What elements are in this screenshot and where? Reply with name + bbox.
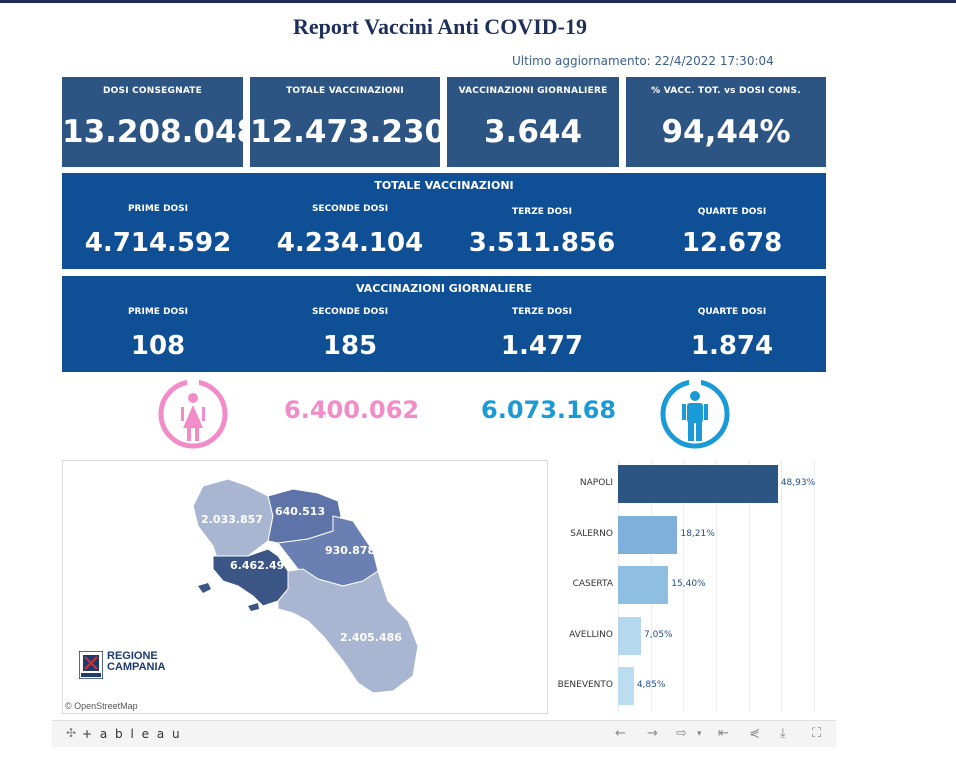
grid-line xyxy=(814,460,815,712)
province-bar-chart: NAPOLI 48,93% SALERNO 18,21% CASERTA 15,40% AV… xyxy=(552,460,836,712)
col-value: 4.234.104 xyxy=(276,228,424,258)
grid-line xyxy=(716,460,717,712)
kpi-percent-vacc: % VACC. TOT. vs DOSI CONS. 94,44% xyxy=(626,77,826,167)
top-border xyxy=(0,0,956,3)
campania-map[interactable]: 2.033.857 640.513 930.878 6.462.496 2.40… xyxy=(62,460,548,714)
vaccinazioni-giornaliere-panel: VACCINAZIONI GIORNALIERE PRIME DOSI 108 … xyxy=(62,276,826,372)
totale-vaccinazioni-panel: TOTALE VACCINAZIONI PRIME DOSI 4.714.592… xyxy=(62,173,826,269)
col-value: 12.678 xyxy=(681,228,783,258)
page-title-text: Report Vaccini Anti COVID-19 xyxy=(293,14,587,39)
female-count: 6.400.062 xyxy=(284,396,420,424)
tableau-toolbar: ✣ + a b l e a u ← → ⇨ ▾ ⇤ ⋞ ⤓ ⛶ xyxy=(52,720,836,747)
page-title: Report Vaccini Anti COVID-19 xyxy=(0,14,956,40)
grid-line xyxy=(781,460,783,712)
prime-dosi-total: PRIME DOSI 4.714.592 xyxy=(63,204,253,258)
logo-line1: REGIONE xyxy=(107,650,158,662)
province-salerno xyxy=(277,568,419,694)
kpi-value: 12.473.230 xyxy=(250,114,447,150)
bar-value-label: 18,21% xyxy=(680,528,715,539)
revert-icon[interactable]: ⇨ xyxy=(676,726,687,741)
seconde-dosi-total: SECONDE DOSI 4.234.104 xyxy=(255,204,445,258)
bar[interactable] xyxy=(618,566,669,604)
map-attribution[interactable]: © OpenStreetMap xyxy=(65,701,138,711)
tableau-brand: + a b l e a u xyxy=(82,727,182,741)
male-count: 6.073.168 xyxy=(481,396,617,424)
kpi-value: 3.644 xyxy=(483,114,583,150)
male-icon xyxy=(660,378,730,449)
col-value: 4.714.592 xyxy=(84,228,232,258)
share-icon[interactable]: ⋞ xyxy=(749,726,760,741)
logo-line2: CAMPANIA xyxy=(107,661,166,673)
dropdown-icon[interactable]: ▾ xyxy=(697,729,702,739)
reset-icon[interactable]: ⇤ xyxy=(718,726,729,741)
map-shapes xyxy=(192,478,419,694)
kpi-value: 13.208.048 xyxy=(62,114,259,150)
bar[interactable] xyxy=(618,515,678,554)
bar-value-label: 15,40% xyxy=(671,579,706,589)
female-icon xyxy=(158,378,228,449)
kpi-dosi-consegnate: DOSI CONSEGNATE 13.208.048 xyxy=(62,77,259,167)
napoli-value: 6.462.496 xyxy=(230,559,292,572)
bar-category-label: SALERNO xyxy=(570,528,613,539)
regione-campania-logo: REGIONE CAMPANIA xyxy=(78,650,165,684)
bar-category-label: BENEVENTO xyxy=(557,680,613,690)
col-label: TERZE DOSI xyxy=(512,207,572,217)
kpi-label: DOSI CONSEGNATE xyxy=(103,86,202,96)
col-label: TERZE DOSI xyxy=(512,307,572,317)
grid-line xyxy=(683,460,685,712)
grid-line xyxy=(748,460,750,712)
bar-category-label: CASERTA xyxy=(572,579,613,589)
seconde-dosi-daily: SECONDE DOSI 185 xyxy=(255,307,445,361)
bar-category-label: AVELLINO xyxy=(569,629,613,640)
prime-dosi-daily: PRIME DOSI 108 xyxy=(63,307,253,361)
bar[interactable] xyxy=(618,616,642,655)
col-value: 3.511.856 xyxy=(468,228,616,258)
col-label: PRIME DOSI xyxy=(127,204,189,214)
undo-icon[interactable]: ← xyxy=(615,726,626,741)
caserta-value: 2.033.857 xyxy=(201,513,263,526)
terze-dosi-total: TERZE DOSI 3.511.856 xyxy=(447,207,637,258)
col-label: QUARTE DOSI xyxy=(697,207,767,217)
logo-text: REGIONE CAMPANIA xyxy=(107,651,165,673)
kpi-label: % VACC. TOT. vs DOSI CONS. xyxy=(651,86,801,96)
col-value: 1.874 xyxy=(690,331,774,361)
terze-dosi-daily: TERZE DOSI 1.477 xyxy=(447,307,637,361)
province-napoli xyxy=(212,548,289,607)
quarte-dosi-total: QUARTE DOSI 12.678 xyxy=(637,207,827,258)
bar-value-label: 4,85% xyxy=(636,680,666,690)
bar[interactable] xyxy=(618,667,634,705)
benevento-value: 640.513 xyxy=(275,505,326,518)
col-label: SECONDE DOSI xyxy=(311,204,389,214)
col-label: SECONDE DOSI xyxy=(311,307,389,317)
last-updated: Ultimo aggiornamento: 22/4/2022 17:30:04 xyxy=(512,54,774,68)
fullscreen-icon[interactable]: ⛶ xyxy=(812,726,822,741)
tableau-logo-icon: ✣ xyxy=(66,726,77,740)
island-capri xyxy=(248,603,259,611)
panel-title: TOTALE VACCINAZIONI xyxy=(374,179,514,192)
col-label: PRIME DOSI xyxy=(127,307,189,317)
salerno-value: 2.405.486 xyxy=(340,631,402,644)
kpi-label: VACCINAZIONI GIORNALIERE xyxy=(458,86,608,96)
bar[interactable] xyxy=(618,465,778,503)
island-ischia xyxy=(198,583,211,593)
panel-title: VACCINAZIONI GIORNALIERE xyxy=(355,282,533,295)
col-value: 1.477 xyxy=(500,331,584,361)
redo-icon[interactable]: → xyxy=(647,726,658,741)
quarte-dosi-daily: QUARTE DOSI 1.874 xyxy=(637,307,827,361)
col-value: 108 xyxy=(130,331,186,361)
col-label: QUARTE DOSI xyxy=(697,307,767,317)
download-icon[interactable]: ⤓ xyxy=(780,726,786,741)
bar-value-label: 48,93% xyxy=(780,478,816,488)
col-value: 185 xyxy=(322,331,378,361)
regione-logo-icon xyxy=(78,650,104,680)
kpi-vaccinazioni-giornaliere: VACCINAZIONI GIORNALIERE 3.644 xyxy=(447,77,619,167)
province-caserta xyxy=(192,478,274,562)
bar-category-label: NAPOLI xyxy=(579,478,613,488)
avellino-value: 930.878 xyxy=(325,544,376,557)
kpi-totale-vaccinazioni: TOTALE VACCINAZIONI 12.473.230 xyxy=(250,77,447,167)
bar-value-label: 7,05% xyxy=(644,629,673,640)
kpi-value: 94,44% xyxy=(661,114,791,150)
kpi-label: TOTALE VACCINAZIONI xyxy=(286,86,404,96)
